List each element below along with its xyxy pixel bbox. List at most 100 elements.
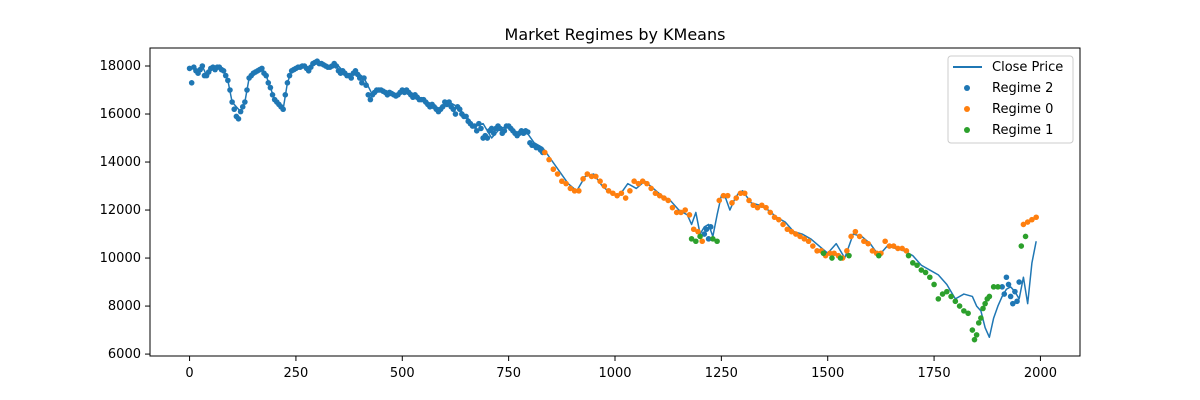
regime-2-point [286, 72, 293, 79]
regime-2-point [473, 128, 480, 134]
regime-0-point [661, 195, 667, 201]
regime-0-point [597, 178, 603, 185]
regime-1-point [990, 284, 997, 290]
regime-0-point [831, 250, 837, 257]
regime-0-point [559, 178, 565, 185]
regime-2-point [703, 226, 710, 233]
regime-0-point [699, 238, 706, 245]
regime-0-point [801, 236, 808, 242]
regime-1-point [939, 291, 946, 297]
legend-regime-0-label: Regime 0 [992, 102, 1053, 117]
y-axis: 6000 8000 10000 12000 14000 16000 18000 [100, 59, 150, 362]
regime-0-point [554, 171, 561, 177]
regime-0-point [665, 197, 671, 204]
regime-1-point [693, 238, 699, 245]
regime-2-point [490, 130, 497, 137]
regime-2-point [280, 106, 286, 113]
regime-0-point [614, 192, 620, 199]
regime-2-point [476, 120, 482, 127]
regime-2-point [1014, 298, 1020, 305]
y-tick-label: 16000 [100, 107, 141, 122]
regime-2-point [188, 80, 195, 86]
regime-2-point [1016, 279, 1022, 285]
regime-0-point [716, 197, 723, 204]
regime-2-point [199, 63, 206, 69]
regime-0-point [844, 248, 850, 254]
legend-regime-1-marker-icon [964, 127, 970, 133]
regime-1-point [714, 238, 720, 245]
regime-0-point [631, 178, 637, 185]
regime-0-point [810, 243, 816, 249]
regime-2-point [356, 75, 363, 81]
regime-1-point [975, 320, 982, 326]
regime-1-point [697, 233, 703, 240]
regime-0-point [797, 233, 803, 240]
y-tick-label: 18000 [100, 59, 141, 74]
regime-2-point [359, 80, 365, 86]
regime-0-point [1020, 221, 1027, 228]
regime-0-point [686, 212, 693, 218]
regime-2-point [439, 104, 446, 110]
x-tick-label: 1500 [811, 366, 844, 381]
y-tick-label: 14000 [100, 155, 141, 170]
regime-1-point [995, 284, 1001, 290]
regime-0-point [805, 238, 812, 245]
regime-0-point [788, 228, 795, 235]
regime-0-point [775, 216, 782, 223]
regime-2-point [452, 111, 459, 117]
regime-2-point [227, 87, 233, 93]
regime-1-point [905, 252, 912, 259]
regime-0-point [827, 250, 833, 257]
regime-1-point [914, 262, 920, 269]
legend: Close Price Regime 2 Regime 0 Regime 1 [947, 55, 1074, 144]
regime-1-point [948, 293, 954, 300]
regime-2-point [267, 84, 274, 91]
x-tick-label: 250 [284, 366, 309, 381]
regime-0-point [542, 149, 548, 156]
regime-1-point [710, 236, 716, 242]
x-tick-label: 750 [496, 366, 521, 381]
regime-2-point [186, 65, 193, 72]
regime-0-point [771, 214, 778, 221]
y-tick-label: 10000 [100, 251, 141, 266]
regime-2-point [1005, 281, 1012, 288]
regime-2-point [265, 80, 272, 86]
regime-0-point [903, 248, 910, 254]
regime-1-point [973, 332, 980, 338]
regime-1-point [846, 252, 852, 259]
regime-0-point [737, 190, 744, 197]
regime-0-point [584, 171, 591, 177]
regime-0-point [886, 243, 893, 249]
regime-0-point [588, 173, 595, 180]
y-tick-label: 8000 [108, 299, 141, 314]
regime-0-point [622, 195, 629, 201]
regime-0-point [741, 190, 748, 197]
regime-1-point [688, 236, 695, 242]
plot-area [186, 58, 1039, 343]
regime-0-point [644, 180, 650, 187]
regime-2-point [463, 113, 469, 120]
regime-2-point [348, 75, 355, 81]
regime-2-point [365, 92, 372, 98]
regime-1-point [961, 308, 967, 314]
regime-0-point [767, 209, 774, 216]
regime-0-point [865, 240, 871, 247]
x-tick-label: 2000 [1024, 366, 1057, 381]
regime-2-point [707, 224, 714, 230]
regime-2-point [220, 68, 227, 74]
plot-frame [149, 47, 1081, 357]
regime-2-point [244, 87, 250, 93]
regime-2-point [484, 135, 491, 141]
regime-0-point [605, 188, 612, 194]
regime-0-point [656, 192, 663, 199]
x-axis: 0 250 500 750 1000 1250 1500 1750 2000 [185, 356, 1057, 381]
regime-1-point [971, 336, 978, 343]
chart-title: Market Regimes by KMeans [505, 25, 726, 44]
regime-0-point [648, 185, 654, 192]
regime-0-point [733, 195, 740, 201]
regime-2-point [524, 129, 531, 135]
regime-2-point [1012, 288, 1018, 295]
regime-0-point [567, 185, 574, 192]
regime-1-point [980, 305, 986, 312]
regime-0-point [571, 188, 578, 194]
